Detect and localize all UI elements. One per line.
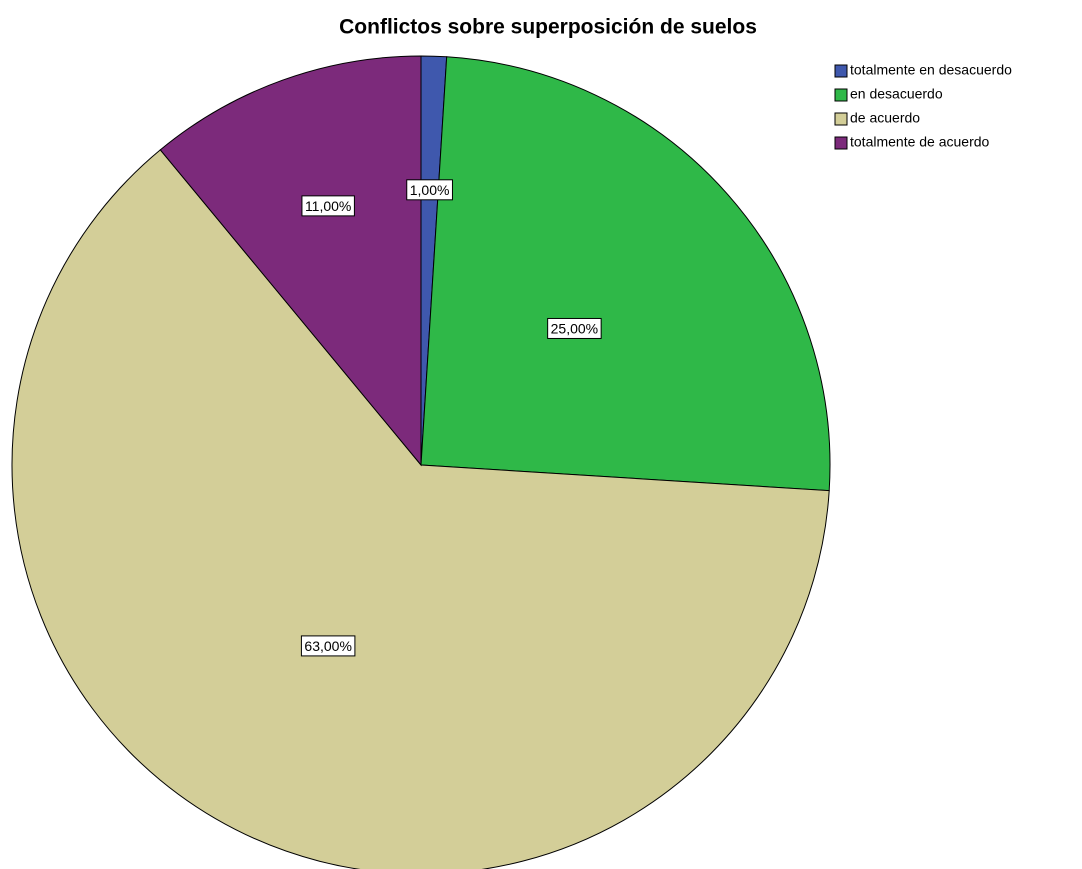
legend-swatch (834, 112, 848, 126)
value-label-box (300, 635, 356, 657)
value-label: 1,00% (406, 179, 453, 201)
value-label-text: 1,00% (410, 182, 450, 198)
value-label: 25,00% (547, 317, 602, 339)
chart-title: Conflictos sobre superposición de suelos (339, 16, 757, 39)
pie-slice (159, 55, 422, 467)
legend-swatch (834, 64, 848, 78)
legend-label: totalmente de acuerdo (850, 134, 990, 150)
legend-label: totalmente en desacuerdo (850, 62, 1012, 78)
legend-label: de acuerdo (850, 110, 920, 126)
value-label-text: 63,00% (304, 638, 351, 654)
value-label-text: 25,00% (551, 320, 598, 336)
value-label: 63,00% (300, 635, 356, 657)
legend-swatch (834, 136, 848, 150)
pie-slice (420, 56, 831, 492)
value-label-box (547, 317, 602, 339)
legend-swatch (834, 88, 848, 102)
value-label-box (301, 195, 355, 217)
legend-label: en desacuerdo (850, 86, 943, 102)
value-label: 11,00% (301, 195, 355, 217)
value-label-box (406, 179, 453, 201)
value-label-text: 11,00% (305, 198, 351, 214)
pie-slice (11, 149, 830, 869)
